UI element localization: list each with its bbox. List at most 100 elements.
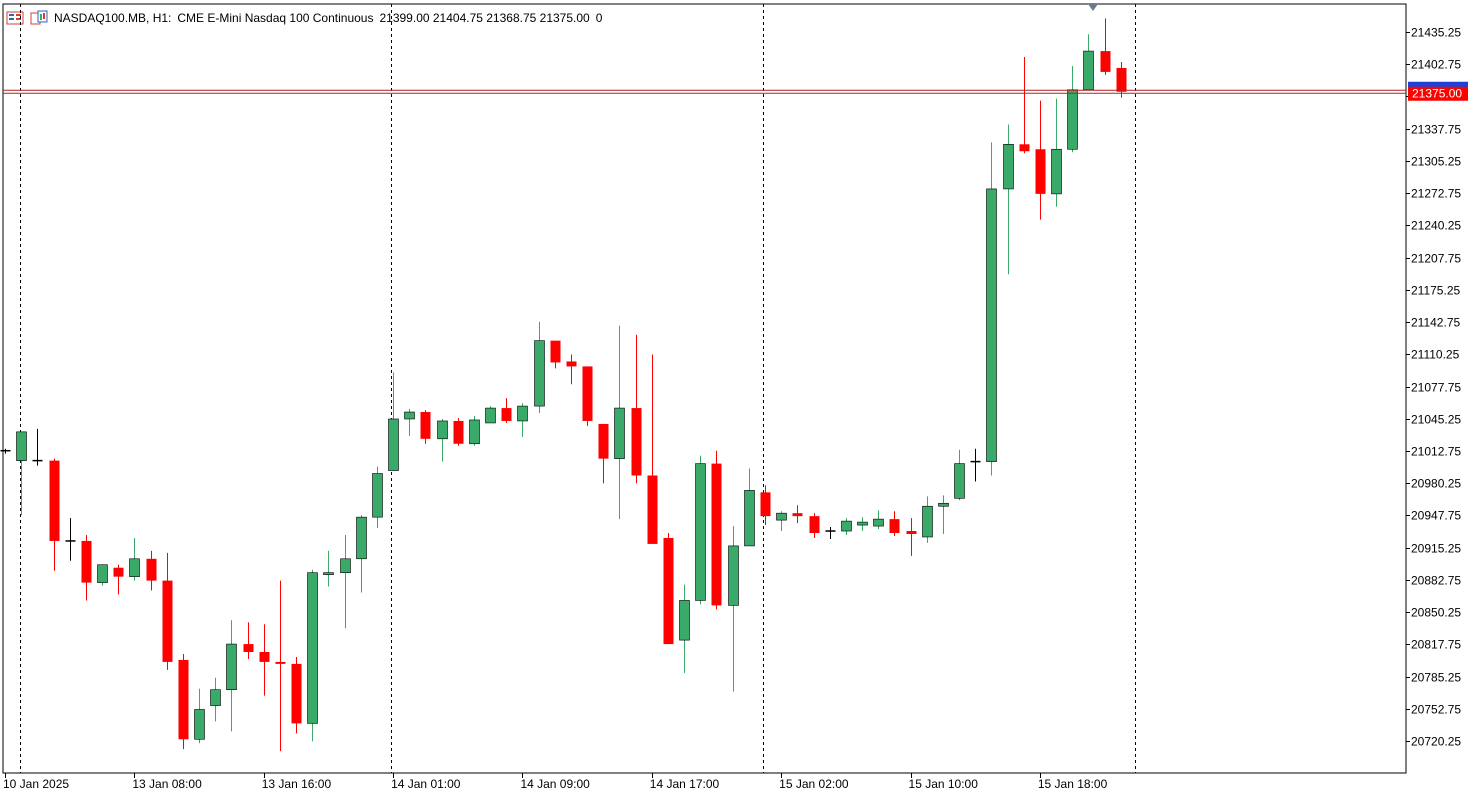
chart-header: NASDAQ100.MB, H1: CME E-Mini Nasdaq 100 … <box>6 9 602 27</box>
candle-body[interactable] <box>986 188 997 462</box>
candle-body[interactable] <box>889 519 900 534</box>
plot-frame <box>2 3 1407 774</box>
candle-body[interactable] <box>1035 149 1046 194</box>
candle-body[interactable] <box>598 423 609 459</box>
y-axis-tick-label: 20882.75 <box>1411 574 1461 588</box>
y-axis-tick-label: 21110.25 <box>1411 348 1460 362</box>
candle-body[interactable] <box>453 420 464 444</box>
x-axis-tick-label: 13 Jan 08:00 <box>132 777 202 791</box>
y-axis-tick-label: 21305.25 <box>1411 155 1461 169</box>
candle-body[interactable] <box>679 600 690 641</box>
candle-body[interactable] <box>550 340 561 363</box>
candle-body[interactable] <box>873 518 884 527</box>
x-axis-tick-label: 15 Jan 18:00 <box>1038 777 1108 791</box>
candle-body[interactable] <box>469 419 480 445</box>
bid-price-tag-label: 21375.00 <box>1412 87 1462 101</box>
y-axis-tick-label: 20947.75 <box>1411 509 1461 523</box>
header-symbol: NASDAQ100.MB, H1: <box>54 11 172 25</box>
y-axis-tick-label: 21077.75 <box>1411 381 1461 395</box>
candle-body[interactable] <box>356 516 367 560</box>
candle-body[interactable] <box>146 558 157 581</box>
candle-body[interactable] <box>226 643 237 690</box>
chart-shift-marker[interactable] <box>1088 4 1098 11</box>
candle-body[interactable] <box>760 492 771 517</box>
candle-body[interactable] <box>517 405 528 422</box>
y-axis-tick-label: 20915.25 <box>1411 542 1461 556</box>
candle-body[interactable] <box>922 505 933 538</box>
candle-body[interactable] <box>97 564 108 583</box>
y-axis-tick-label: 20720.25 <box>1411 735 1461 749</box>
x-axis-tick-label: 14 Jan 17:00 <box>650 777 720 791</box>
y-axis-tick-label: 21240.25 <box>1411 219 1461 233</box>
candle-body[interactable] <box>938 502 949 507</box>
y-axis-tick-label: 21142.75 <box>1411 316 1460 330</box>
candle-body[interactable] <box>178 659 189 740</box>
chart-list-icon[interactable] <box>6 10 24 26</box>
candle-body[interactable] <box>534 340 545 407</box>
y-axis-tick-label: 21012.75 <box>1411 445 1461 459</box>
chart-window-icon[interactable] <box>30 10 48 26</box>
candle-body[interactable] <box>129 558 140 577</box>
candle-body[interactable] <box>291 663 302 724</box>
candle-body[interactable] <box>420 412 431 439</box>
candle-body[interactable] <box>485 407 496 424</box>
x-axis-tick-label: 13 Jan 16:00 <box>262 777 332 791</box>
candle-body[interactable] <box>776 512 787 521</box>
ask-price-tag <box>1408 81 1468 88</box>
candle-body[interactable] <box>695 463 706 601</box>
candle-body[interactable] <box>323 572 334 575</box>
candle-body[interactable] <box>1116 67 1127 92</box>
candle-body[interactable] <box>81 540 92 583</box>
candle-body[interactable] <box>663 537 674 645</box>
candle-body[interactable] <box>501 408 512 421</box>
candle-body[interactable] <box>243 644 254 653</box>
candle-body[interactable] <box>841 520 852 532</box>
y-axis-tick-label: 20980.25 <box>1411 477 1461 491</box>
x-axis-tick-label: 14 Jan 01:00 <box>391 777 461 791</box>
candle-body[interactable] <box>809 516 820 534</box>
candle-body[interactable] <box>614 407 625 459</box>
candle-body[interactable] <box>906 531 917 535</box>
candle-body[interactable] <box>582 366 593 421</box>
y-axis-tick-label: 21337.75 <box>1411 123 1461 137</box>
y-axis-tick-label: 21402.75 <box>1411 58 1461 72</box>
candle-body[interactable] <box>275 661 286 664</box>
candle-body[interactable] <box>113 567 124 577</box>
candle-body[interactable] <box>162 580 173 662</box>
candle-body[interactable] <box>631 408 642 476</box>
candle-body[interactable] <box>340 558 351 573</box>
header-description: CME E-Mini Nasdaq 100 Continuous <box>177 11 374 25</box>
candle-body[interactable] <box>728 545 739 606</box>
candle-body[interactable] <box>194 709 205 740</box>
candle-body[interactable] <box>307 572 318 724</box>
candle-body[interactable] <box>1019 144 1030 152</box>
y-axis-tick-label: 21207.75 <box>1411 252 1461 266</box>
x-axis-tick-label: 14 Jan 09:00 <box>520 777 590 791</box>
candle-body[interactable] <box>566 361 577 367</box>
candle-body[interactable] <box>388 418 399 471</box>
candle-body[interactable] <box>210 689 221 706</box>
y-axis-tick-label: 20752.75 <box>1411 703 1461 717</box>
candle-body[interactable] <box>954 463 965 499</box>
candle-body[interactable] <box>792 513 803 517</box>
x-axis-tick-label: 10 Jan 2025 <box>3 777 69 791</box>
candle-body[interactable] <box>1003 143 1014 190</box>
candle-body[interactable] <box>711 463 722 606</box>
x-axis-tick-label: 15 Jan 02:00 <box>779 777 849 791</box>
candle-body[interactable] <box>259 652 270 662</box>
candle-body[interactable] <box>1100 51 1111 72</box>
candle-body[interactable] <box>744 490 755 547</box>
candle-body[interactable] <box>16 431 27 461</box>
y-axis-tick-label: 21175.25 <box>1411 284 1460 298</box>
candle-body[interactable] <box>49 460 60 541</box>
candle-body[interactable] <box>1083 50 1094 91</box>
candle-body[interactable] <box>857 521 868 526</box>
candle-body[interactable] <box>647 475 658 544</box>
y-axis-tick-label: 20850.25 <box>1411 606 1461 620</box>
candle-body[interactable] <box>437 420 448 440</box>
candle-body[interactable] <box>1067 89 1078 150</box>
candle-body[interactable] <box>372 473 383 518</box>
candle-body[interactable] <box>404 411 415 420</box>
candle-body[interactable] <box>1051 148 1062 195</box>
